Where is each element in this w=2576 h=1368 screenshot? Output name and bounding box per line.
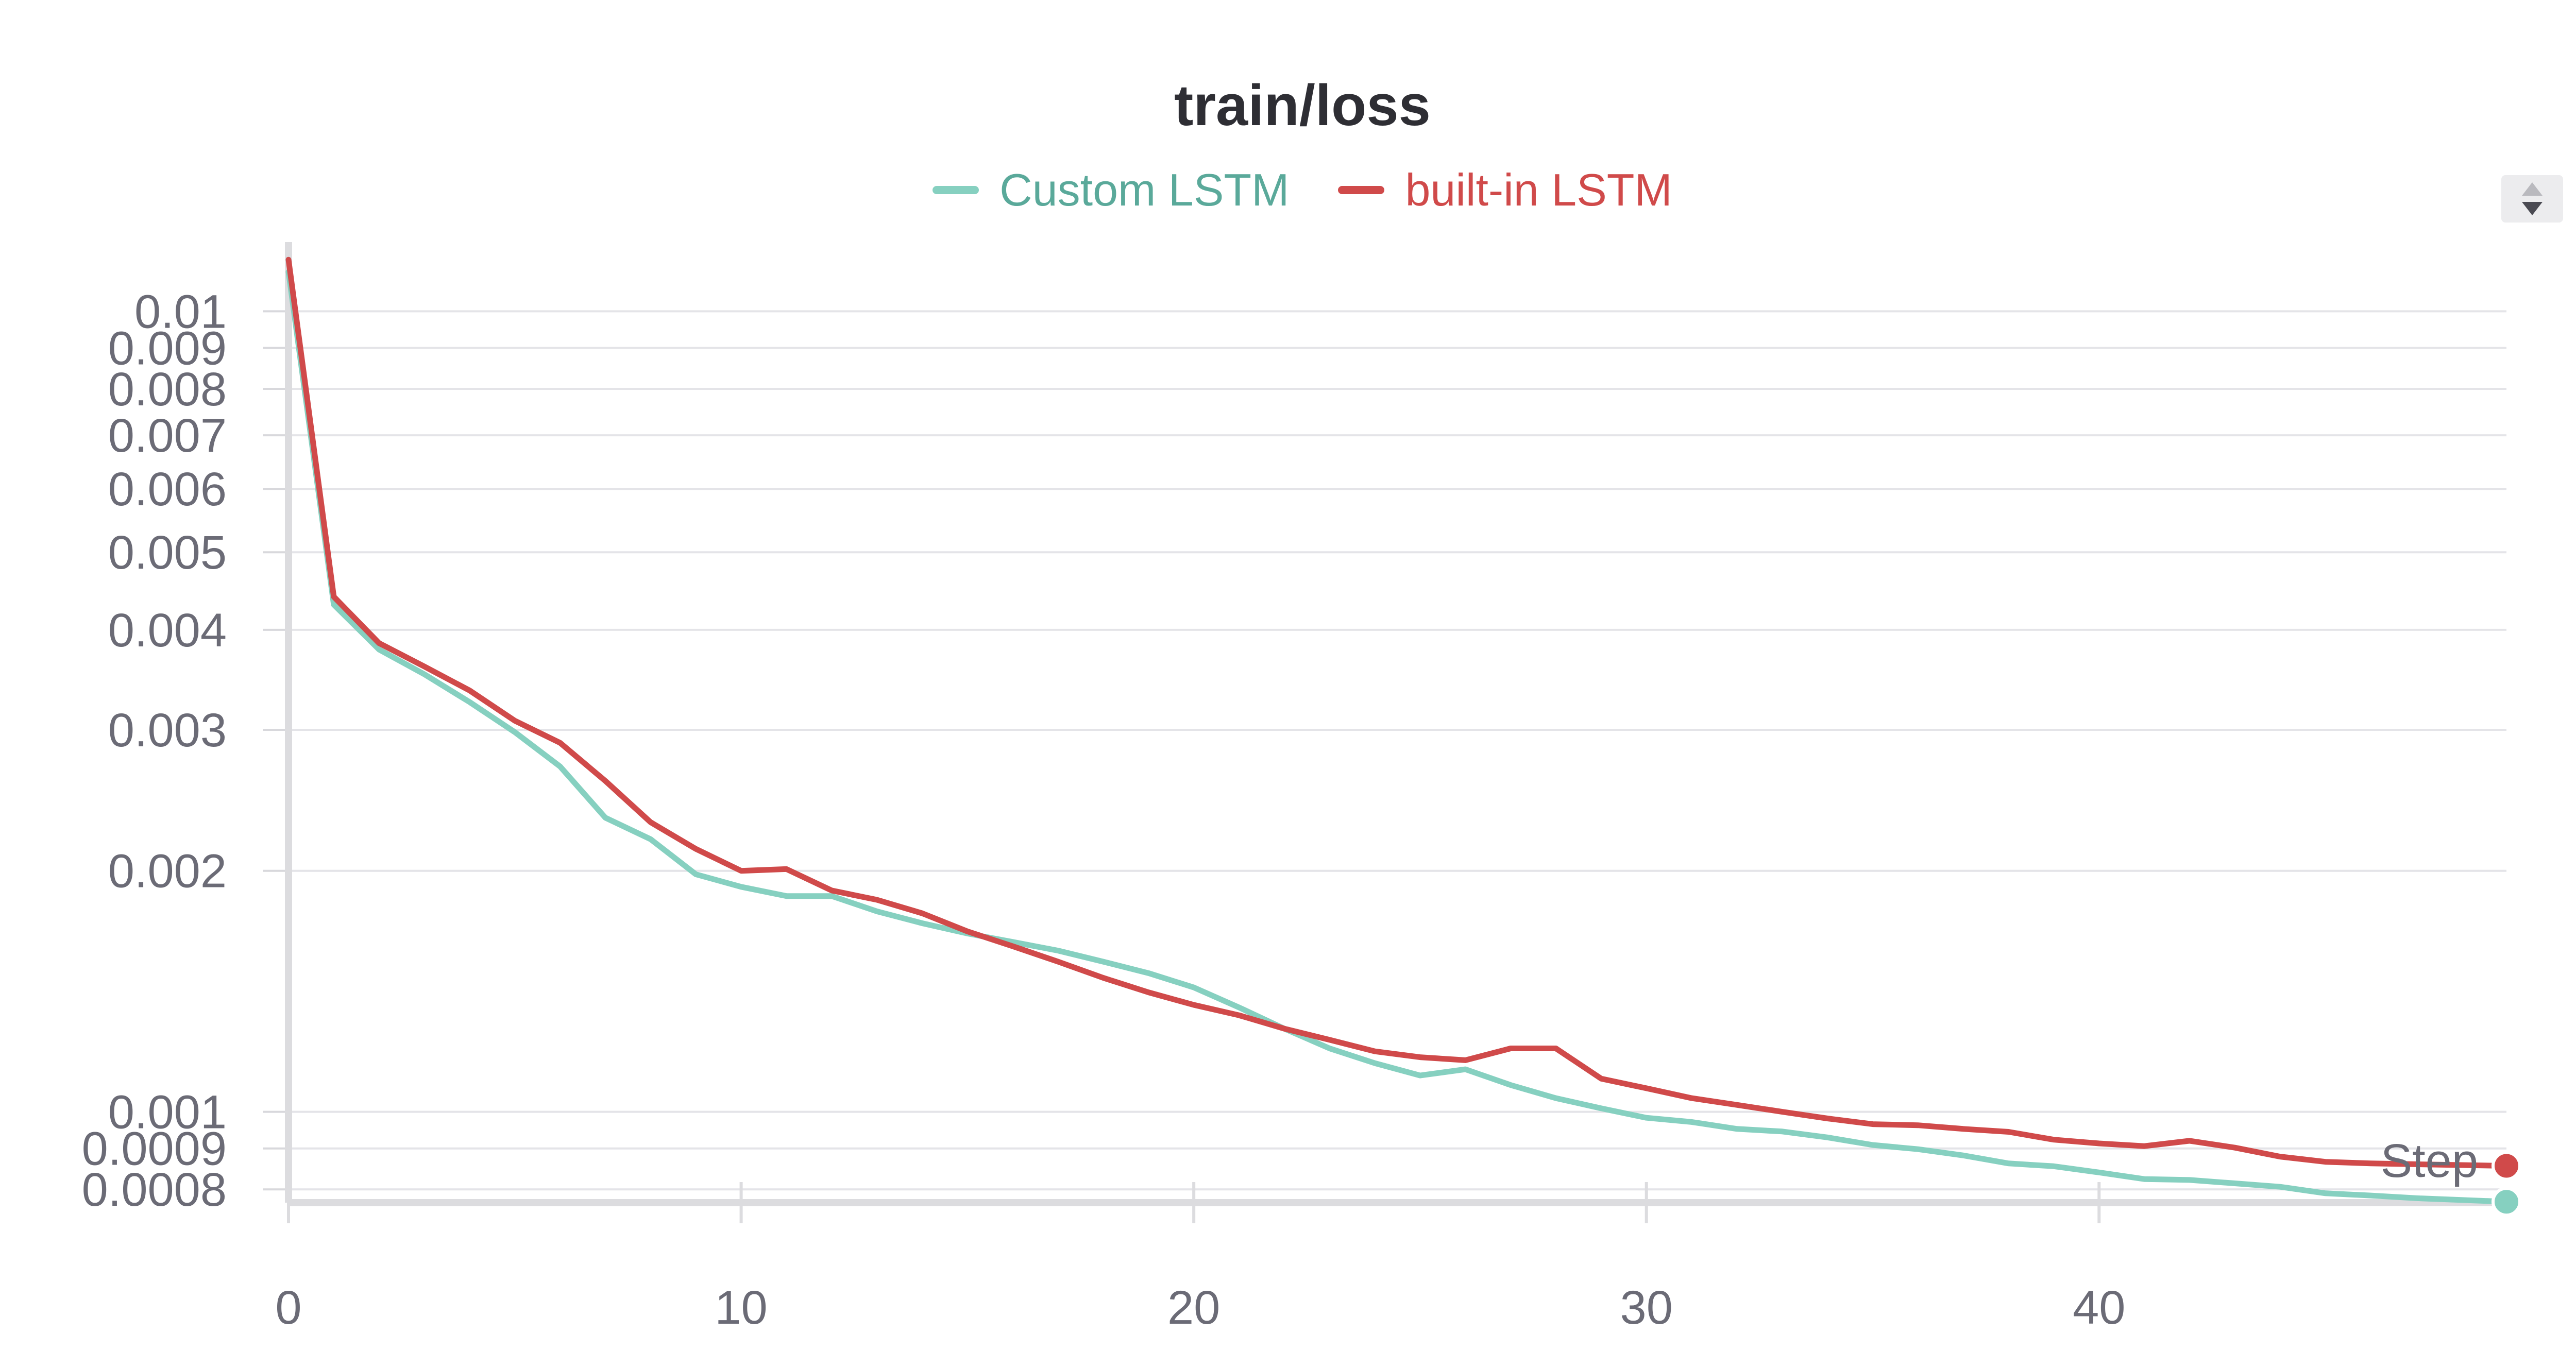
scroll-up-icon[interactable] <box>2522 182 2543 196</box>
x-tick-label: 10 <box>715 1281 767 1334</box>
legend-label-built-in-lstm: built-in LSTM <box>1405 164 1672 215</box>
x-tick-label: 20 <box>1167 1281 1220 1334</box>
y-tick-label: 0.0009 <box>82 1123 227 1175</box>
x-tick-label: 30 <box>1620 1281 1673 1334</box>
chart-legend: Custom LSTM built-in LSTM <box>0 164 2576 216</box>
series-line-custom-lstm <box>285 269 2510 1205</box>
legend-swatch-built-in-lstm <box>1338 186 1385 194</box>
y-tick-label: 0.0008 <box>82 1164 227 1216</box>
legend-label-custom-lstm: Custom LSTM <box>999 164 1290 215</box>
y-tick-label: 0.006 <box>108 463 227 516</box>
scroll-down-icon[interactable] <box>2522 202 2543 215</box>
y-tick-label: 0.005 <box>108 526 227 579</box>
y-tick-label: 0.007 <box>108 409 227 462</box>
series-line-built-in-lstm <box>285 256 2510 1169</box>
x-tick-label: 0 <box>275 1281 301 1334</box>
legend-scroll-control[interactable] <box>2501 175 2563 223</box>
chart-title: train/loss <box>1174 73 1431 138</box>
y-tick-label: 0.003 <box>108 704 227 757</box>
y-tick-label: 0.01 <box>134 285 227 338</box>
x-axis-label: Step <box>2381 1135 2478 1187</box>
y-tick-label: 0.004 <box>108 604 227 657</box>
legend-item-custom-lstm[interactable]: Custom LSTM <box>933 164 1289 216</box>
end-point-built-in-lstm <box>2492 1151 2521 1181</box>
y-tick-label: 0.001 <box>108 1086 227 1139</box>
y-tick-label: 0.002 <box>108 845 227 898</box>
x-tick-label: 40 <box>2073 1281 2125 1334</box>
legend-item-built-in-lstm[interactable]: built-in LSTM <box>1338 164 1672 216</box>
y-tick-label: 0.009 <box>108 322 227 374</box>
y-tick-label: 0.008 <box>108 363 227 416</box>
end-point-custom-lstm <box>2492 1187 2521 1217</box>
legend-swatch-custom-lstm <box>933 186 979 194</box>
